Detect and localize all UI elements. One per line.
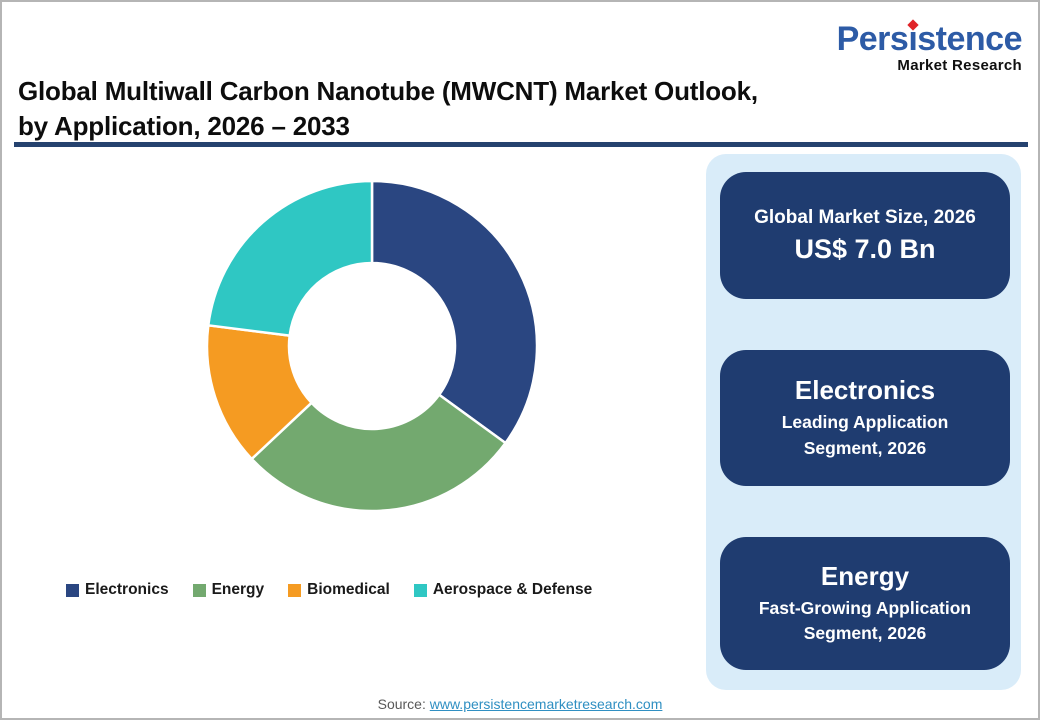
legend-swatch-energy [192, 583, 206, 597]
legend-item-aerospace-defense: Aerospace & Defense [413, 581, 593, 599]
chart-legend: Electronics Energy Biomedical Aerospace & D… [66, 581, 592, 599]
source-line: Source: www.persistencemarketresearch.co… [2, 696, 1038, 712]
page-title-line2: by Application, 2026 – 2033 [18, 111, 350, 141]
fast-growing-segment-subtitle: Fast-Growing Application Segment, 2026 [758, 597, 972, 643]
market-size-card-label: Global Market Size, 2026 [754, 206, 976, 228]
legend-item-energy: Energy [192, 581, 265, 599]
fast-growing-segment-title: Energy [820, 560, 910, 591]
legend-label-electronics: Electronics [85, 581, 169, 598]
legend-swatch-aerospace-defense [413, 583, 427, 597]
page-title: Global Multiwall Carbon Nanotube (MWCNT)… [18, 74, 898, 144]
source-link[interactable]: www.persistencemarketresearch.com [429, 696, 663, 712]
legend-item-electronics: Electronics [66, 581, 169, 599]
legend-swatch-biomedical [288, 583, 302, 597]
fast-growing-segment-card: Energy Fast-Growing Application Segment,… [720, 537, 1010, 670]
market-size-card: Global Market Size, 2026 US$ 7.0 Bn [720, 172, 1010, 299]
source-label: Source: [377, 696, 426, 712]
logo-brand-text: Persı stence [836, 19, 1022, 58]
leading-segment-card: Electronics Leading Application Segment,… [720, 350, 1010, 486]
donut-slice-energy [250, 393, 507, 513]
page-title-line1: Global Multiwall Carbon Nanotube (MWCNT)… [18, 76, 758, 106]
legend-label-biomedical: Biomedical [307, 581, 390, 598]
logo-tagline: Market Research [897, 57, 1022, 74]
legend-label-energy: Energy [211, 581, 265, 598]
donut-slice-electronics [370, 179, 539, 445]
legend-swatch-electronics [66, 583, 79, 597]
donut-chart [204, 178, 540, 514]
donut-chart-svg [205, 179, 539, 513]
highlights-panel: Global Market Size, 2026 US$ 7.0 Bn Elec… [706, 154, 1021, 690]
market-size-card-value: US$ 7.0 Bn [794, 233, 936, 264]
leading-segment-title: Electronics [794, 375, 936, 406]
donut-slice-aerospace-defense [207, 179, 374, 337]
leading-segment-subtitle: Leading Application Segment, 2026 [781, 412, 949, 458]
legend-label-aerospace-defense: Aerospace & Defense [432, 581, 593, 598]
logo: Persı stence Market Research [836, 19, 1022, 74]
legend-item-biomedical: Biomedical [288, 581, 390, 599]
title-underline [14, 142, 1028, 147]
